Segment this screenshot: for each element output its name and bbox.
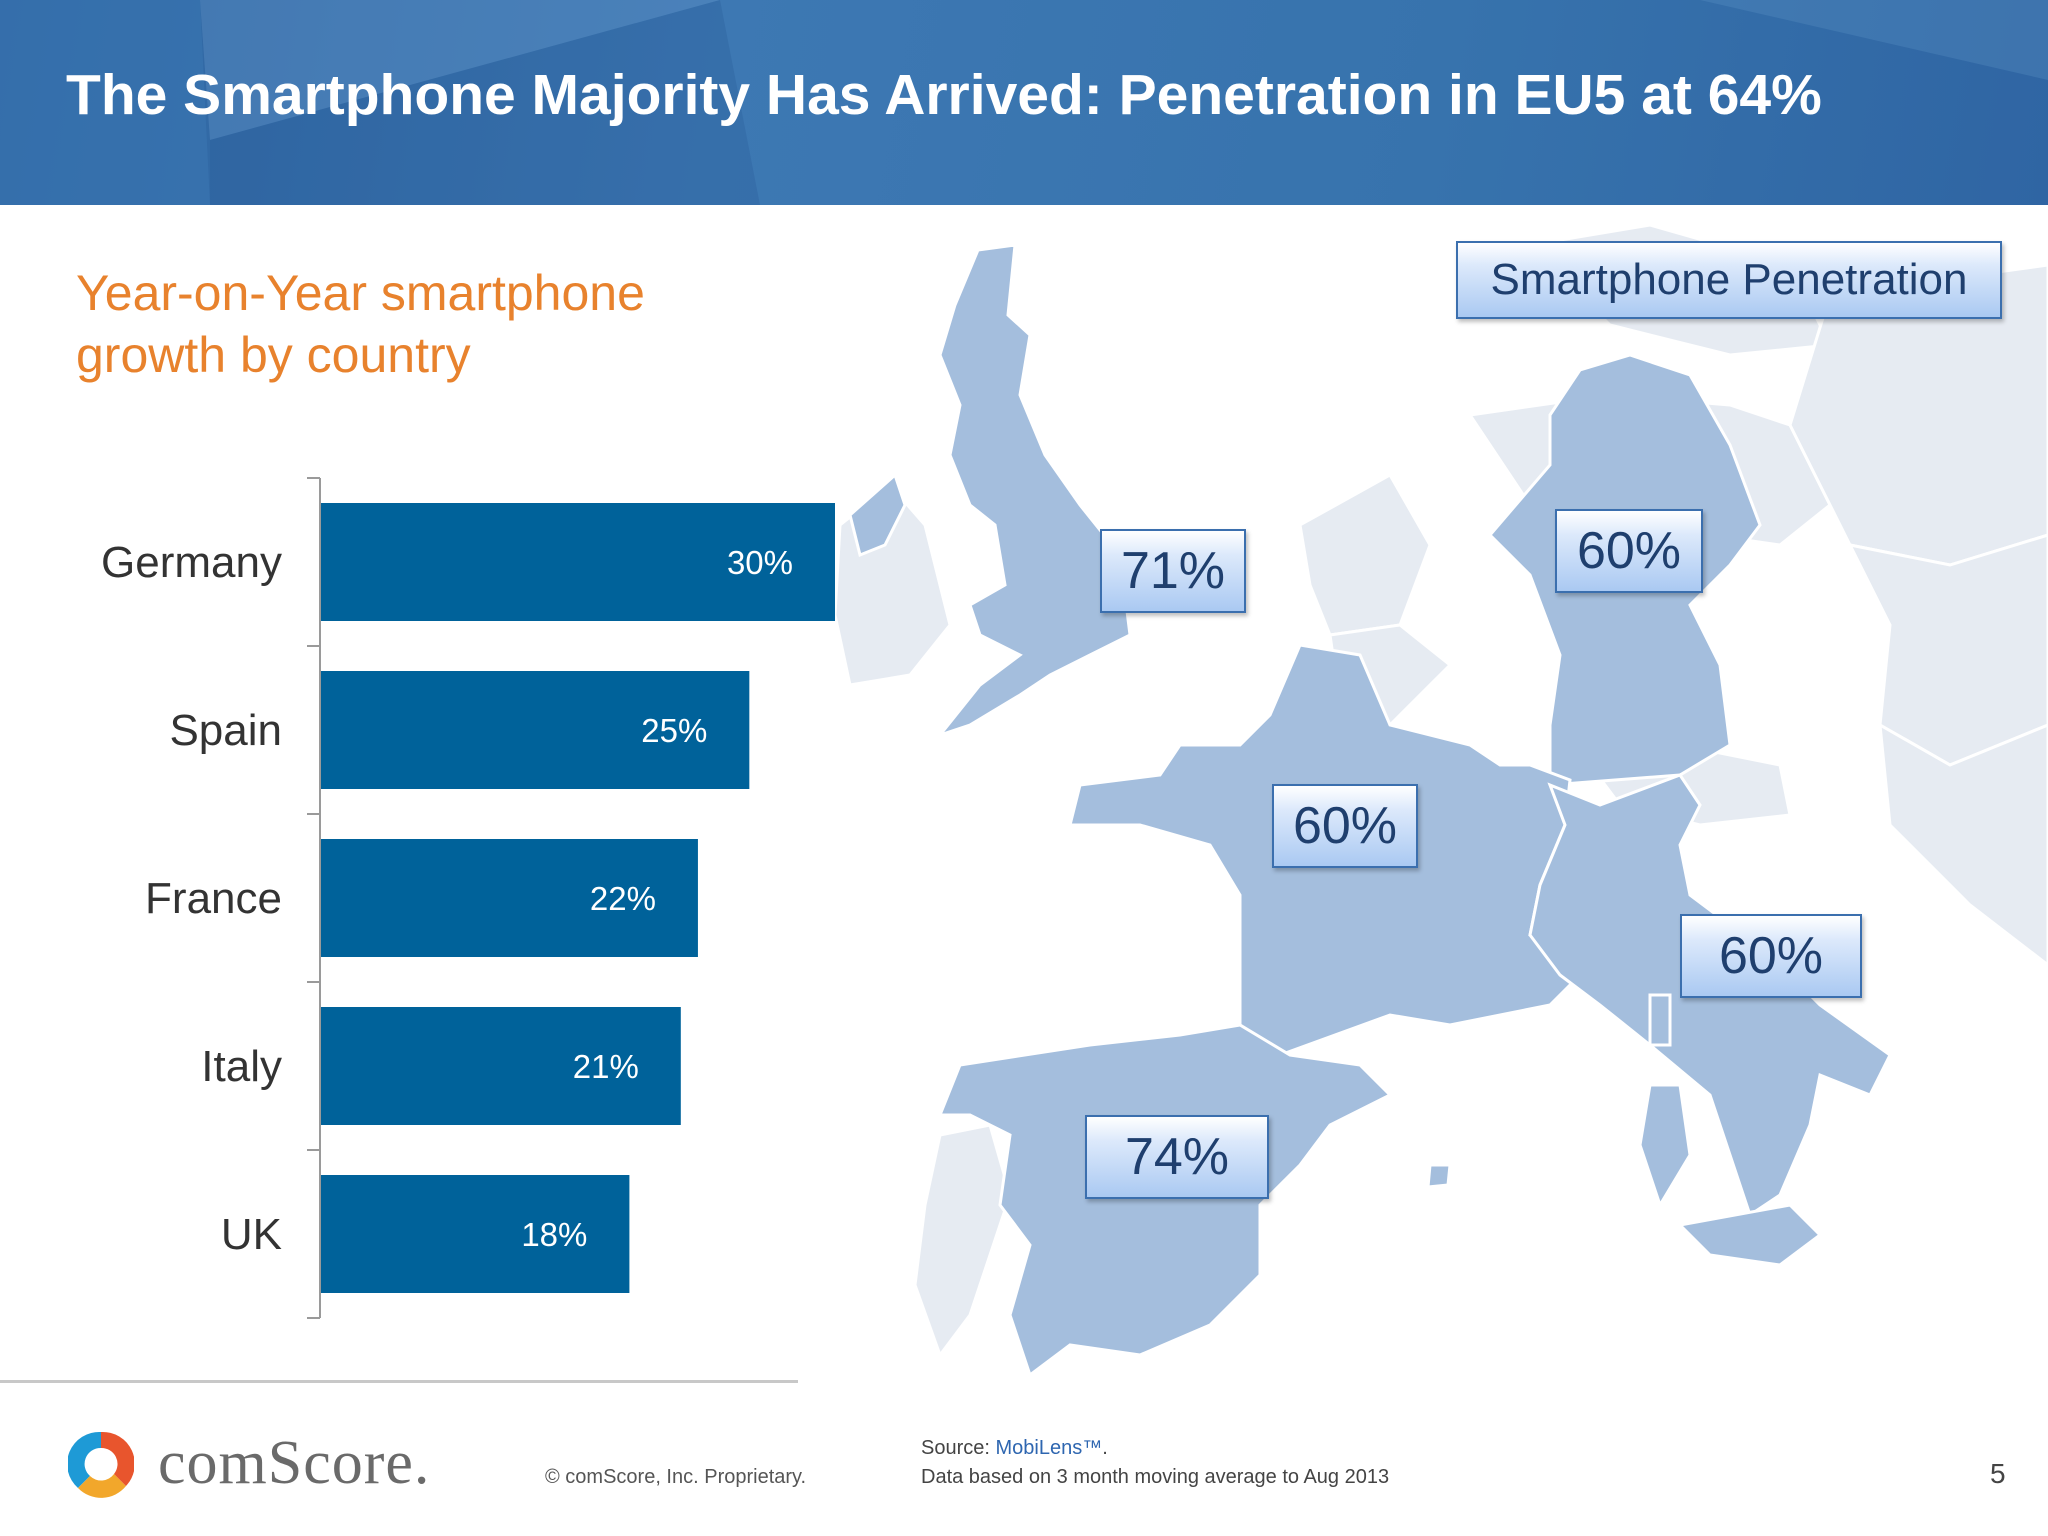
value-label-germany: 30% xyxy=(727,544,793,581)
uk-shape xyxy=(935,243,1132,739)
value-label-italy: 21% xyxy=(573,1048,639,1085)
bar-france xyxy=(321,839,698,957)
bar-uk xyxy=(321,1175,630,1293)
map-label-spain: 74% xyxy=(1085,1115,1269,1199)
bar-spain xyxy=(321,671,750,789)
bar-germany xyxy=(321,503,835,621)
page-title: The Smartphone Majority Has Arrived: Pen… xyxy=(66,63,1822,127)
source-prefix: Source: xyxy=(921,1437,996,1459)
bar-italy xyxy=(321,1007,681,1125)
value-label-france: 22% xyxy=(590,880,656,917)
corsica-shape xyxy=(1648,993,1672,1047)
category-label-germany: Germany xyxy=(101,538,282,587)
chart-bars: Germany 30% Spain 25% France 22% Italy 21% UK 18% xyxy=(101,503,835,1293)
mallorca-shape xyxy=(1426,1163,1452,1189)
sicily-shape xyxy=(1676,1203,1823,1267)
value-label-spain: 25% xyxy=(641,712,707,749)
spain-shape xyxy=(937,1023,1393,1378)
europe-map xyxy=(833,223,2048,1378)
category-label-italy: Italy xyxy=(201,1042,282,1091)
comscore-logo-text: comScore. xyxy=(158,1429,431,1497)
category-label-spain: Spain xyxy=(169,706,282,755)
map-label-uk: 71% xyxy=(1100,529,1246,613)
chart-axis xyxy=(307,477,321,1319)
source-line: Source: MobiLens™. xyxy=(921,1434,1389,1463)
map-label-france: 60% xyxy=(1272,784,1418,868)
banner-facets xyxy=(0,0,2048,205)
value-label-uk: 18% xyxy=(521,1216,587,1253)
footer-divider xyxy=(0,1380,798,1383)
page-number: 5 xyxy=(1990,1458,2006,1489)
copyright-text: © comScore, Inc. Proprietary. xyxy=(545,1466,807,1488)
category-label-france: France xyxy=(145,874,282,923)
source-note: Source: MobiLens™. Data based on 3 month… xyxy=(921,1434,1389,1492)
title-banner: The Smartphone Majority Has Arrived: Pen… xyxy=(0,0,2048,205)
bar-chart: Germany 30% Spain 25% France 22% Italy 21% UK 18% xyxy=(101,477,835,1319)
source-suffix: . xyxy=(1102,1437,1108,1459)
source-link[interactable]: MobiLens™ xyxy=(995,1437,1103,1459)
map-legend: Smartphone Penetration xyxy=(1456,241,2002,319)
sardinia-shape xyxy=(1638,1083,1692,1209)
category-label-uk: UK xyxy=(221,1210,282,1259)
map-label-germany: 60% xyxy=(1555,509,1703,593)
chart-title: Year-on-Year smartphone growth by countr… xyxy=(76,265,645,383)
map-label-italy: 60% xyxy=(1680,914,1862,998)
comscore-logo-icon xyxy=(68,1431,134,1498)
ireland-shape xyxy=(848,472,907,558)
source-detail: Data based on 3 month moving average to … xyxy=(921,1466,1390,1488)
